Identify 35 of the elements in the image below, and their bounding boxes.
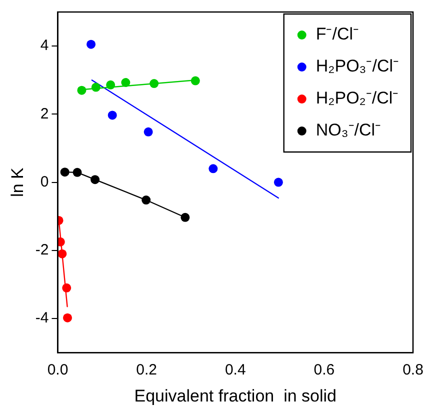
x-tick-label: 0.6 [314,362,335,379]
x-tick-label: 0.8 [402,362,424,379]
y-axis-title: ln K [8,166,27,197]
point [90,175,100,184]
point [142,196,151,205]
point [108,110,117,120]
point [60,168,70,177]
point [77,86,86,95]
point [86,40,96,49]
point [58,249,67,258]
point [190,76,200,86]
y-tick-label: -4 [35,310,49,327]
x-axis-title: Equivalent fraction in solid [134,386,336,406]
legend-label: F⁻/Cl⁻ [316,24,360,44]
point [150,79,159,88]
point [63,313,72,322]
point [91,82,100,92]
legend-label: H₂PO₃⁻/Cl⁻ [316,56,400,76]
y-tick-label: -2 [35,242,49,259]
y-tick-label: 4 [40,37,49,54]
point [180,212,190,222]
point [144,127,153,136]
x-tick-label: 0.0 [47,362,68,379]
point [208,164,218,174]
x-tick-label: 0.4 [224,362,246,379]
legend-label: H₂PO₂⁻/Cl⁻ [316,88,399,108]
point [72,168,82,177]
point [106,80,116,90]
y-tick-label: 2 [40,105,49,122]
point [274,178,283,187]
point [121,78,130,88]
y-tick-label: 0 [40,173,49,190]
x-tick-label: 0.2 [136,362,157,379]
legend-label: NO₃⁻/Cl⁻ [316,120,382,140]
point [62,283,72,292]
